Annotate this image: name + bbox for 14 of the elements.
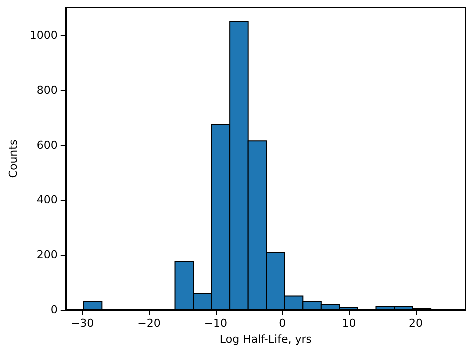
x-tick-label: −20 — [138, 317, 161, 330]
y-tick-label: 200 — [36, 248, 58, 262]
x-tick-label: 0 — [279, 317, 286, 330]
y-tick-label: 0 — [50, 304, 58, 316]
y-tick-label: 800 — [36, 84, 58, 97]
y-tick-label: 1000 — [30, 28, 58, 42]
y-axis-title: Counts — [7, 140, 20, 178]
y-tick-label: 400 — [36, 194, 58, 207]
y-tick-label: 600 — [36, 138, 58, 152]
x-tick-label: −30 — [70, 317, 94, 330]
x-tick-label: 10 — [342, 317, 356, 330]
x-tick-label: −10 — [204, 317, 228, 330]
x-tick-label: 20 — [408, 317, 423, 330]
x-axis-title: Log Half-Life, yrs — [220, 333, 312, 346]
